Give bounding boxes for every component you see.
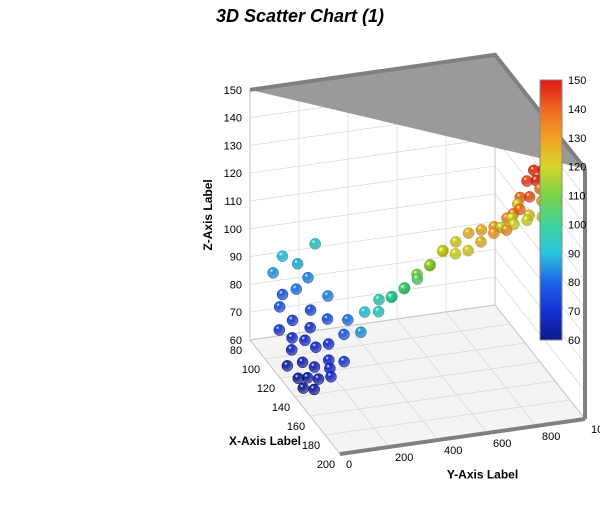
z-tick: 150 bbox=[224, 85, 242, 97]
data-point bbox=[339, 356, 350, 367]
data-point bbox=[463, 245, 474, 256]
z-tick: 120 bbox=[224, 168, 242, 180]
data-point bbox=[310, 342, 321, 353]
data-point bbox=[277, 289, 288, 300]
data-point bbox=[274, 324, 285, 335]
data-point bbox=[299, 335, 310, 346]
z-tick: 90 bbox=[230, 252, 242, 264]
x-tick: 160 bbox=[287, 421, 305, 433]
legend-tick: 130 bbox=[568, 133, 586, 145]
x-tick: 180 bbox=[302, 440, 320, 452]
data-point bbox=[325, 371, 336, 382]
data-point bbox=[293, 373, 304, 384]
data-point bbox=[282, 360, 293, 371]
data-point bbox=[303, 272, 314, 283]
data-point bbox=[309, 384, 320, 395]
y-tick: 600 bbox=[493, 438, 511, 450]
data-point bbox=[322, 314, 333, 325]
data-point bbox=[476, 224, 487, 235]
legend-tick: 100 bbox=[568, 219, 586, 231]
x-tick: 120 bbox=[257, 383, 275, 395]
z-tick: 100 bbox=[224, 224, 242, 236]
data-point bbox=[298, 383, 309, 394]
data-point bbox=[305, 322, 316, 333]
data-point bbox=[386, 292, 397, 303]
data-point bbox=[277, 251, 288, 262]
data-point bbox=[476, 236, 487, 247]
data-point bbox=[274, 301, 285, 312]
data-point bbox=[437, 246, 448, 257]
z-tick: 110 bbox=[224, 196, 242, 208]
data-point bbox=[323, 339, 334, 350]
y-tick: 200 bbox=[395, 452, 413, 464]
data-point bbox=[297, 357, 308, 368]
data-point bbox=[292, 258, 303, 269]
data-point bbox=[374, 294, 385, 305]
data-point bbox=[309, 361, 320, 372]
data-point bbox=[287, 332, 298, 343]
z-tick: 130 bbox=[224, 140, 242, 152]
data-point bbox=[355, 327, 366, 338]
z-tick: 80 bbox=[230, 279, 242, 291]
legend-tick: 80 bbox=[568, 277, 580, 289]
data-point bbox=[305, 305, 316, 316]
data-point bbox=[268, 267, 279, 278]
data-point bbox=[291, 284, 302, 295]
legend-tick: 90 bbox=[568, 248, 580, 260]
data-point bbox=[342, 314, 353, 325]
y-tick: 400 bbox=[444, 445, 462, 457]
y-axis-label: Y-Axis Label bbox=[447, 468, 518, 482]
data-point bbox=[522, 176, 533, 187]
x-tick: 200 bbox=[317, 459, 335, 471]
data-point bbox=[313, 374, 324, 385]
data-point bbox=[522, 215, 533, 226]
data-point bbox=[412, 274, 423, 285]
data-point bbox=[450, 236, 461, 247]
legend-tick: 150 bbox=[568, 75, 586, 87]
color-legend bbox=[540, 80, 562, 340]
x-tick: 80 bbox=[230, 345, 242, 357]
data-point bbox=[373, 306, 384, 317]
legend-tick: 140 bbox=[568, 104, 586, 116]
z-axis-label: Z-Axis Label bbox=[201, 179, 215, 250]
scatter-3d-chart: 6070809010011012013014015080100120140160… bbox=[0, 0, 600, 520]
data-point bbox=[359, 307, 370, 318]
data-point bbox=[286, 344, 297, 355]
x-tick: 140 bbox=[272, 402, 290, 414]
y-tick: 1000 bbox=[591, 424, 600, 436]
legend-tick: 120 bbox=[568, 162, 586, 174]
data-point bbox=[322, 290, 333, 301]
y-tick: 0 bbox=[346, 459, 352, 471]
x-tick: 100 bbox=[242, 364, 260, 376]
data-point bbox=[424, 260, 435, 271]
legend-tick: 110 bbox=[568, 191, 586, 203]
data-point bbox=[399, 283, 410, 294]
legend-tick: 70 bbox=[568, 306, 580, 318]
data-point bbox=[450, 248, 461, 259]
data-point bbox=[339, 329, 350, 340]
data-point bbox=[287, 315, 298, 326]
x-axis-label: X-Axis Label bbox=[229, 434, 301, 448]
z-tick: 70 bbox=[230, 307, 242, 319]
data-point bbox=[310, 238, 321, 249]
z-tick: 140 bbox=[224, 113, 242, 125]
y-tick: 800 bbox=[542, 431, 560, 443]
data-point bbox=[501, 225, 512, 236]
data-point bbox=[463, 228, 474, 239]
legend-tick: 60 bbox=[568, 335, 580, 347]
data-point bbox=[488, 228, 499, 239]
